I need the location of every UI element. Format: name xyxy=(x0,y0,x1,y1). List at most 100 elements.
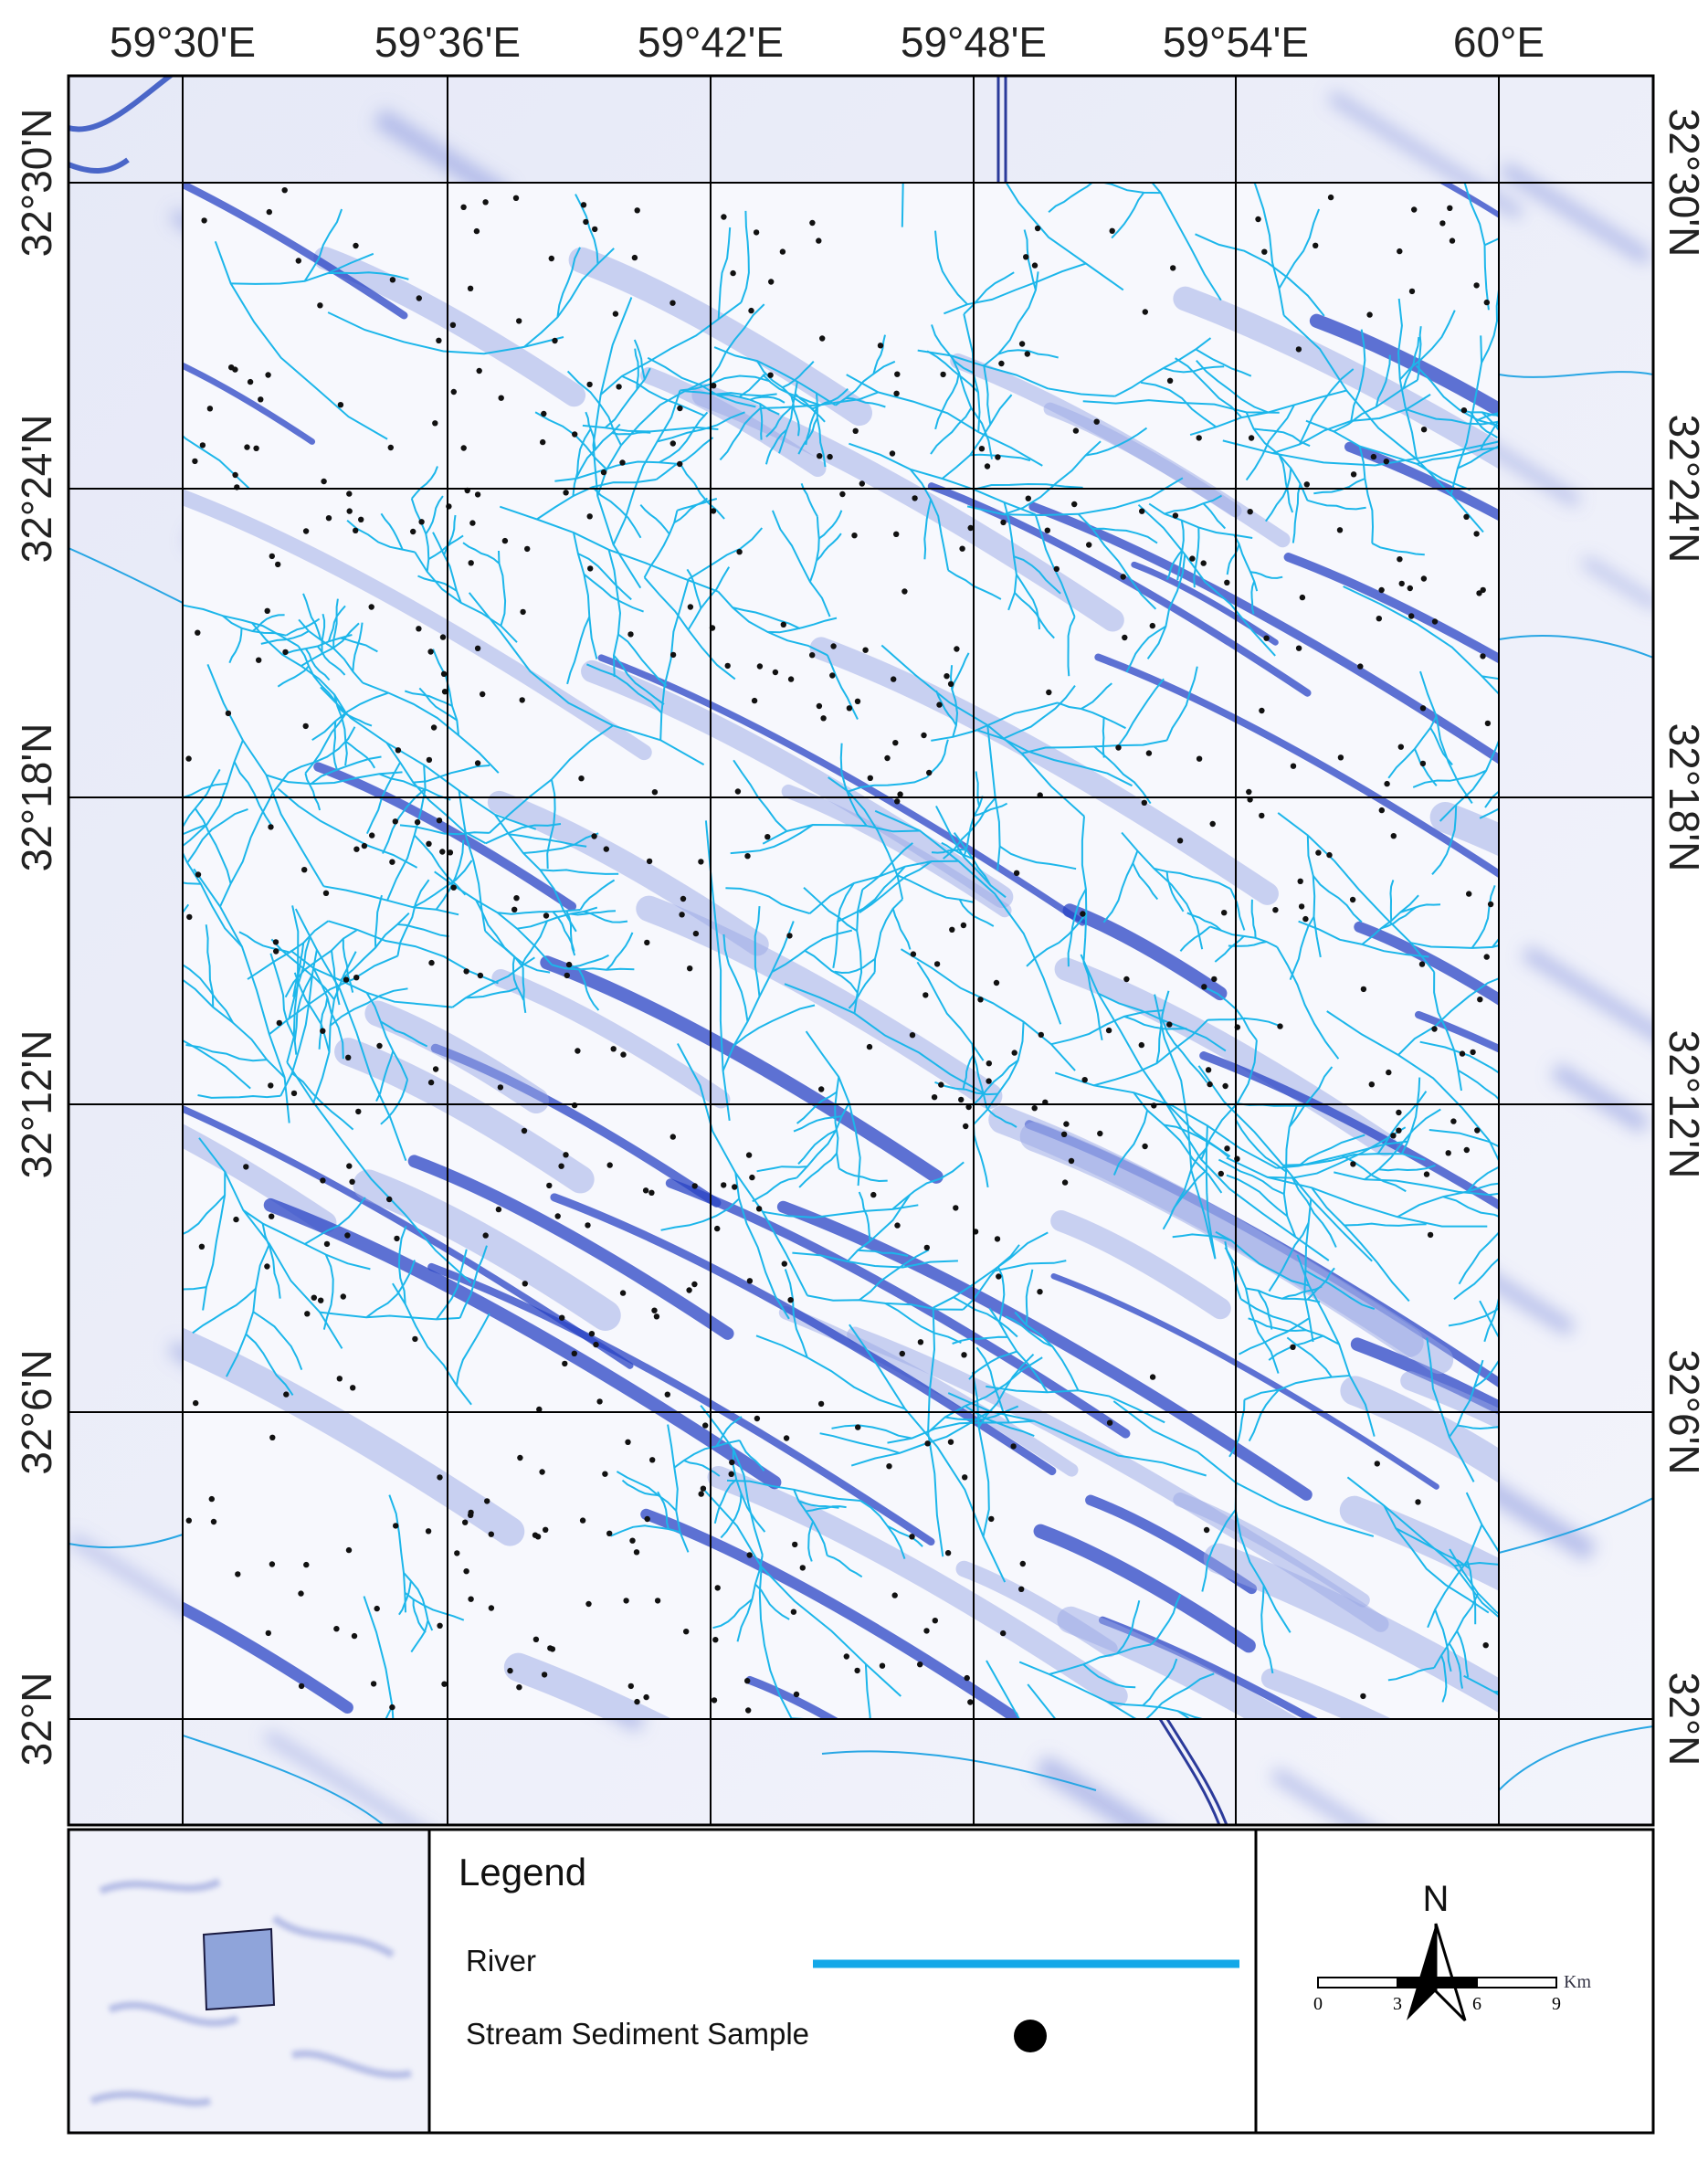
river xyxy=(411,466,438,500)
sample-point xyxy=(786,933,793,939)
river xyxy=(414,551,518,643)
sample-point xyxy=(1484,720,1492,727)
sample-point xyxy=(1063,1121,1070,1127)
sample-point xyxy=(721,1182,727,1188)
river xyxy=(185,1044,268,1062)
sample-point xyxy=(269,1561,276,1567)
sample-point xyxy=(235,1571,241,1577)
sample-point xyxy=(1445,1150,1451,1156)
river xyxy=(1652,1570,1679,1650)
river xyxy=(759,404,764,440)
sample-point xyxy=(923,992,929,998)
sample-point xyxy=(669,440,676,447)
sample-point xyxy=(634,207,640,214)
sample-point xyxy=(995,454,1001,460)
sample-point xyxy=(549,1646,556,1652)
sample-point xyxy=(964,1674,970,1682)
sample-point xyxy=(1247,509,1253,515)
sample-point xyxy=(1374,1461,1381,1467)
sample-point xyxy=(353,846,360,852)
sample-point xyxy=(1120,574,1126,580)
river xyxy=(687,566,731,631)
sample-point xyxy=(333,1626,340,1632)
sample-point xyxy=(350,1385,356,1391)
sample-point xyxy=(524,545,531,553)
river xyxy=(226,1243,270,1377)
sample-point xyxy=(679,912,685,918)
sample-point xyxy=(884,754,891,762)
sample-point xyxy=(1350,471,1357,478)
sample-point xyxy=(1483,299,1491,306)
river xyxy=(858,1249,909,1257)
sample-point xyxy=(477,972,484,979)
river xyxy=(1281,1285,1323,1300)
sample-point xyxy=(862,647,869,653)
sample-point xyxy=(303,1561,310,1568)
sample-point xyxy=(1166,1021,1173,1028)
sample-point xyxy=(460,204,467,210)
sample-point xyxy=(827,453,833,460)
river xyxy=(738,372,767,398)
sample-point xyxy=(1259,707,1265,714)
sample-point xyxy=(793,1691,800,1698)
ridge xyxy=(1414,1010,1499,1053)
ridge xyxy=(183,362,316,445)
scale-segment xyxy=(1397,1977,1478,1988)
sample-point xyxy=(651,789,659,796)
river xyxy=(417,575,458,592)
sample-point xyxy=(1299,594,1306,601)
sample-point xyxy=(476,367,482,374)
river xyxy=(1137,503,1276,657)
sample-point xyxy=(358,516,364,522)
sample-point xyxy=(855,1424,861,1430)
sample-point xyxy=(1222,1082,1228,1090)
sample-point xyxy=(1115,744,1122,751)
sample-point xyxy=(1447,205,1453,211)
sample-point xyxy=(816,702,823,710)
river xyxy=(926,350,979,394)
ridge xyxy=(183,1104,634,1369)
river xyxy=(1304,1270,1376,1311)
river xyxy=(1154,867,1231,890)
river xyxy=(552,964,635,971)
river xyxy=(617,633,668,687)
sample-point xyxy=(1224,579,1230,585)
sample-point xyxy=(1390,1133,1397,1139)
river xyxy=(991,1260,1067,1273)
river xyxy=(228,628,243,664)
river xyxy=(1144,1672,1215,1719)
river xyxy=(1228,941,1267,947)
river xyxy=(1364,1108,1441,1181)
river xyxy=(1397,1182,1499,1218)
river xyxy=(245,1333,294,1396)
sample-point xyxy=(265,1630,271,1637)
river xyxy=(1245,411,1309,501)
sample-point xyxy=(353,975,360,981)
river xyxy=(1311,1187,1410,1303)
sample-point xyxy=(649,1457,656,1463)
sample-point xyxy=(1000,519,1007,526)
river xyxy=(1202,502,1227,530)
river xyxy=(1383,1504,1490,1614)
sample-point xyxy=(1196,755,1203,762)
river xyxy=(318,997,329,1050)
sample-point xyxy=(1106,1419,1113,1426)
legend-title: Legend xyxy=(459,1851,586,1893)
ridge xyxy=(313,247,586,407)
sample-point xyxy=(512,195,520,201)
sample-point xyxy=(940,371,946,378)
sample-point xyxy=(418,519,425,525)
river xyxy=(962,1054,975,1090)
river xyxy=(1057,701,1126,730)
sample-point xyxy=(447,849,454,856)
river xyxy=(1402,336,1420,389)
ridge xyxy=(1131,561,1279,646)
latitude-label: 32°6'N xyxy=(1661,1349,1708,1474)
river xyxy=(462,542,501,564)
river xyxy=(304,773,322,811)
sample-point xyxy=(1313,242,1319,248)
sample-point xyxy=(578,775,585,782)
river xyxy=(891,1161,965,1210)
river xyxy=(1186,912,1222,932)
river xyxy=(183,1039,251,1090)
